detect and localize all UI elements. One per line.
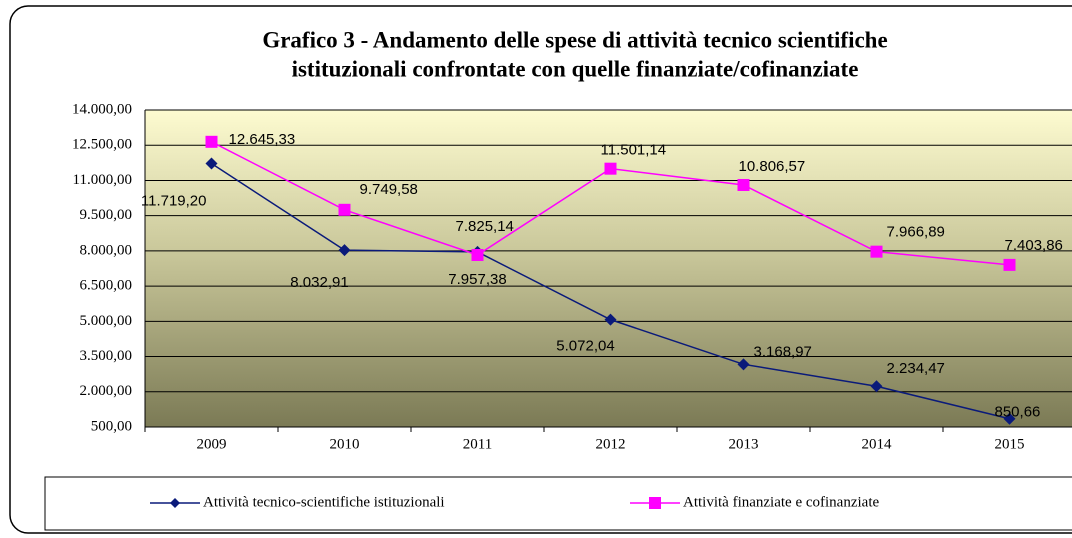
data-label: 3.168,97 <box>754 343 812 360</box>
marker <box>205 135 218 148</box>
marker <box>338 203 351 216</box>
y-tick-label: 5.000,00 <box>80 313 133 329</box>
marker <box>604 162 617 175</box>
x-tick-label: 2015 <box>995 436 1025 452</box>
marker <box>870 245 883 258</box>
x-tick-label: 2012 <box>596 436 626 452</box>
chart-title: Grafico 3 - Andamento delle spese di att… <box>262 27 887 52</box>
legend-marker <box>170 498 180 508</box>
y-tick-label: 8.000,00 <box>80 242 133 258</box>
marker <box>471 248 484 261</box>
y-tick-label: 14.000,00 <box>72 101 132 117</box>
marker <box>737 358 750 371</box>
legend <box>44 476 1072 531</box>
x-tick-label: 2014 <box>862 436 893 452</box>
x-tick-label: 2011 <box>463 436 492 452</box>
marker <box>1003 258 1016 271</box>
data-label: 10.806,57 <box>739 158 806 175</box>
data-label: 5.072,04 <box>556 338 614 355</box>
data-label: 11.501,14 <box>601 142 667 159</box>
marker <box>1003 412 1016 425</box>
marker <box>737 178 750 191</box>
data-label: 2.234,47 <box>887 360 945 377</box>
legend-marker <box>649 497 661 509</box>
data-label: 8.032,91 <box>290 274 348 291</box>
y-tick-label: 9.500,00 <box>80 207 133 223</box>
y-tick-label: 2.000,00 <box>80 383 133 399</box>
y-tick-label: 6.500,00 <box>80 278 133 294</box>
data-label: 11.719,20 <box>141 193 207 210</box>
y-tick-label: 11.000,00 <box>73 172 132 188</box>
x-tick-label: 2010 <box>330 436 360 452</box>
x-tick-label: 2013 <box>729 436 759 452</box>
legend-label: Attività tecnico-scientifiche istituzion… <box>203 494 445 510</box>
x-tick-label: 2009 <box>197 436 227 452</box>
data-label: 7.966,89 <box>887 224 945 241</box>
chart-title: istituzionali confrontate con quelle fin… <box>292 56 859 81</box>
marker <box>338 244 351 257</box>
data-label: 7.825,14 <box>456 218 514 235</box>
data-label: 7.403,86 <box>1005 237 1063 254</box>
marker <box>205 157 218 170</box>
y-tick-label: 3.500,00 <box>80 348 133 364</box>
marker <box>604 313 617 326</box>
data-label: 850,66 <box>995 404 1041 421</box>
data-label: 12.645,33 <box>229 131 296 148</box>
legend-label: Attività finanziate e cofinanziate <box>683 494 879 510</box>
data-label: 7.957,38 <box>448 271 506 288</box>
data-label: 9.749,58 <box>360 181 418 198</box>
marker <box>870 380 883 393</box>
y-tick-label: 12.500,00 <box>72 137 132 153</box>
y-tick-label: 500,00 <box>91 418 132 434</box>
